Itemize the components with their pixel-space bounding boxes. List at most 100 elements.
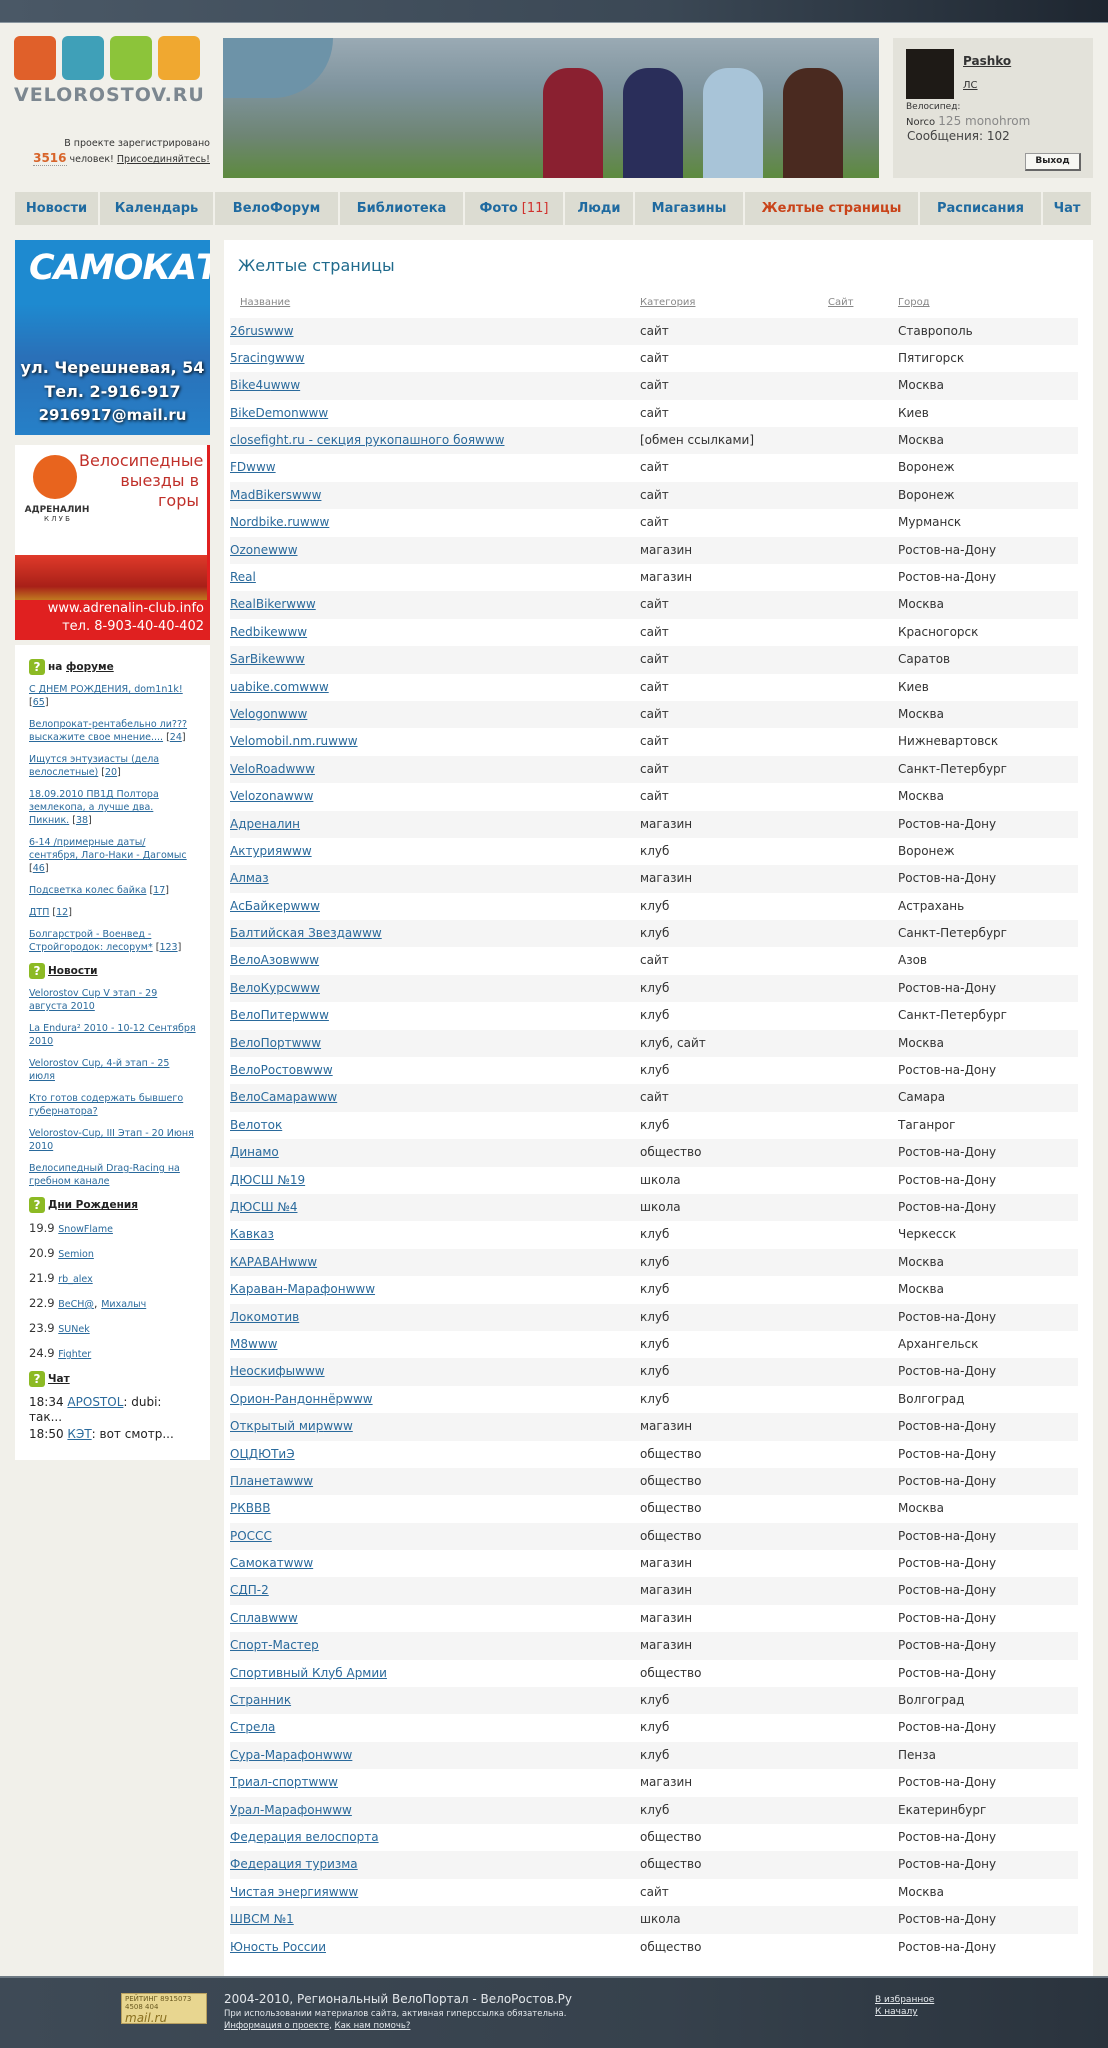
- birthday-user-link[interactable]: SnowFlame: [58, 1224, 113, 1235]
- to-top-link[interactable]: К началу: [875, 2007, 918, 2017]
- forum-topic-count[interactable]: 38: [75, 815, 89, 826]
- forum-topic-count[interactable]: 65: [32, 697, 45, 708]
- entry-site-link[interactable]: www: [308, 1775, 338, 1790]
- entry-site-link[interactable]: www: [290, 980, 320, 995]
- nav-item[interactable]: Желтые страницы: [745, 192, 920, 225]
- private-messages-link[interactable]: ЛС: [963, 80, 978, 91]
- entry-name-link[interactable]: ВелоСамара: [230, 1090, 308, 1105]
- entry-site-link[interactable]: www: [283, 1556, 314, 1571]
- news-link[interactable]: Velorostov Cup, 4-й этап - 25 июля: [29, 1058, 170, 1082]
- entry-name-link[interactable]: Кавказ: [230, 1227, 274, 1242]
- entry-site-link[interactable]: www: [328, 1884, 359, 1899]
- entry-name-link[interactable]: Юность России: [230, 1939, 326, 1954]
- favorites-link[interactable]: В избранное: [875, 1995, 935, 2005]
- entry-name-link[interactable]: 26rus: [230, 323, 265, 338]
- entry-name-link[interactable]: Спорт-Мастер: [230, 1638, 319, 1653]
- entry-name-link[interactable]: ШВСМ №1: [230, 1912, 294, 1927]
- entry-site-link[interactable]: www: [275, 350, 305, 365]
- entry-site-link[interactable]: www: [268, 1610, 298, 1625]
- entry-name-link[interactable]: Спортивный Клуб Армии: [230, 1665, 387, 1680]
- forum-topic-count[interactable]: 46: [32, 863, 45, 874]
- birthday-user-link[interactable]: Semion: [58, 1249, 94, 1260]
- entry-site-link[interactable]: www: [291, 1035, 322, 1050]
- nav-item[interactable]: Библиотека: [340, 192, 465, 225]
- nav-item[interactable]: Магазины: [635, 192, 745, 225]
- entry-name-link[interactable]: Ozone: [230, 542, 269, 557]
- entry-site-link[interactable]: www: [289, 953, 320, 968]
- entry-site-link[interactable]: www: [285, 761, 315, 776]
- chat-user-link[interactable]: APOSTOL: [67, 1395, 124, 1409]
- entry-name-link[interactable]: АсБайкер: [230, 898, 291, 913]
- entry-name-link[interactable]: Redbike: [230, 624, 278, 639]
- news-link[interactable]: Velorostov Cup V этап - 29 августа 2010: [29, 988, 158, 1012]
- entry-site-link[interactable]: www: [283, 789, 314, 804]
- entry-name-link[interactable]: Караван-Марафон: [230, 1282, 346, 1297]
- entry-name-link[interactable]: Триал-спорт: [230, 1775, 309, 1790]
- entry-name-link[interactable]: ОЦДЮТиЭ: [230, 1446, 295, 1461]
- forum-topic-link[interactable]: Велопрокат-рентабельно ли??? выскажите с…: [29, 719, 188, 743]
- entry-site-link[interactable]: www: [287, 1254, 318, 1269]
- entry-name-link[interactable]: КАРАВАН: [230, 1254, 288, 1269]
- entry-site-link[interactable]: www: [295, 1364, 325, 1379]
- entry-site-link[interactable]: www: [264, 323, 294, 338]
- entry-site-link[interactable]: www: [307, 1090, 338, 1105]
- birthday-user-link[interactable]: BeCH@: [58, 1299, 94, 1310]
- entry-name-link[interactable]: Адреналин: [230, 816, 301, 831]
- forum-topic-link[interactable]: Болгарстрой - Военвед - Стройгородок: ле…: [29, 929, 153, 953]
- entry-name-link[interactable]: MadBikers: [230, 487, 292, 502]
- entry-name-link[interactable]: РОССС: [230, 1528, 272, 1543]
- news-link[interactable]: Велосипедный Drag-Racing на гребном кана…: [29, 1163, 180, 1187]
- about-link[interactable]: Информация о проекте: [224, 2021, 330, 2031]
- entry-site-link[interactable]: www: [290, 898, 320, 913]
- entry-site-link[interactable]: www: [299, 679, 329, 694]
- entry-site-link[interactable]: www: [299, 515, 330, 530]
- forum-topic-link[interactable]: Ищутся энтузиасты (дела велослетные): [29, 754, 160, 778]
- entry-site-link[interactable]: www: [291, 487, 322, 502]
- nav-item[interactable]: Люди: [565, 192, 635, 225]
- chat-user-link[interactable]: КЭТ: [67, 1427, 92, 1441]
- join-link[interactable]: Присоединяйтесь!: [116, 154, 210, 165]
- entry-name-link[interactable]: Nordbike.ru: [230, 515, 300, 530]
- entry-name-link[interactable]: М8: [230, 1336, 248, 1351]
- entry-site-link[interactable]: www: [345, 1282, 376, 1297]
- entry-site-link[interactable]: www: [299, 1008, 329, 1023]
- entry-name-link[interactable]: ВелоПитер: [230, 1008, 300, 1023]
- nav-item[interactable]: Чат: [1043, 192, 1093, 225]
- entry-site-link[interactable]: www: [322, 1802, 352, 1817]
- entry-name-link[interactable]: SarBike: [230, 652, 276, 667]
- entry-name-link[interactable]: Самокат: [230, 1556, 284, 1571]
- news-link[interactable]: La Endura² 2010 - 10-12 Сентября 2010: [29, 1023, 196, 1047]
- birthday-user-link[interactable]: Fighter: [58, 1349, 92, 1360]
- entry-name-link[interactable]: Real: [230, 570, 256, 585]
- section-title-link[interactable]: Новости: [48, 965, 98, 977]
- entry-site-link[interactable]: www: [277, 624, 308, 639]
- forum-topic-link[interactable]: ДТП: [29, 907, 50, 918]
- birthday-user-link[interactable]: Михалыч: [101, 1299, 147, 1310]
- entry-name-link[interactable]: FD: [230, 460, 247, 475]
- entry-name-link[interactable]: ДЮСШ №4: [230, 1200, 298, 1214]
- entry-name-link[interactable]: Открытый мир: [230, 1419, 324, 1434]
- entry-name-link[interactable]: СДП-2: [230, 1583, 269, 1598]
- entry-name-link[interactable]: Локомотив: [230, 1309, 300, 1324]
- forum-topic-link[interactable]: Подсветка колес байка: [29, 885, 147, 896]
- entry-name-link[interactable]: Сура-Марафон: [230, 1747, 323, 1762]
- entry-site-link[interactable]: www: [246, 460, 276, 475]
- entry-name-link[interactable]: Федерация туризма: [230, 1857, 358, 1872]
- entry-name-link[interactable]: Федерация велоспорта: [230, 1829, 379, 1844]
- entry-site-link[interactable]: www: [323, 1419, 353, 1434]
- entry-site-link[interactable]: www: [283, 1473, 314, 1488]
- entry-name-link[interactable]: ДЮСШ №19: [230, 1172, 306, 1187]
- section-title-link[interactable]: форуме: [66, 661, 114, 673]
- mailru-rating-counter[interactable]: РЕЙТИНГ 8915073 4508 404 mail.ru: [121, 1993, 207, 2025]
- entry-site-link[interactable]: www: [268, 542, 298, 557]
- entry-name-link[interactable]: Планета: [230, 1473, 284, 1488]
- entry-name-link[interactable]: closefight.ru - секция рукопашного боя: [230, 433, 476, 448]
- nav-item[interactable]: Расписания: [920, 192, 1043, 225]
- forum-topic-link[interactable]: 6-14 /примерные даты/ сентября, Лаго-Нак…: [29, 837, 187, 861]
- forum-topic-link[interactable]: 18.09.2010 ПВ1Д Полтора землекопа, а луч…: [29, 789, 159, 826]
- entry-name-link[interactable]: Странник: [230, 1693, 292, 1708]
- entry-site-link[interactable]: www: [248, 1336, 278, 1351]
- forum-topic-count[interactable]: 24: [169, 732, 182, 743]
- entry-name-link[interactable]: Динамо: [230, 1145, 279, 1160]
- entry-name-link[interactable]: Стрела: [230, 1720, 276, 1735]
